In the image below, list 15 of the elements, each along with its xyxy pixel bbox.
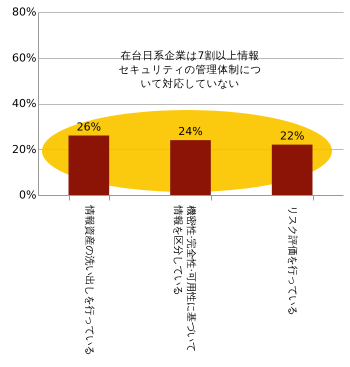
data-label: 22% <box>280 130 304 143</box>
y-tick-label: 20% <box>12 142 36 156</box>
bar <box>68 136 110 195</box>
y-tick-label: 40% <box>12 97 36 110</box>
data-label: 24% <box>178 125 203 138</box>
y-tick-label: 80% <box>12 6 36 18</box>
y-tick-label: 0% <box>19 188 36 202</box>
x-tick-label: 機密性·完全性·可用性に基づいて情報を区分している <box>172 204 197 352</box>
bar <box>170 140 211 195</box>
x-tick-label: 情報資産の洗い出しを行っている <box>83 204 96 356</box>
y-tick-label: 60% <box>12 51 36 64</box>
x-tick-label: リスク評価を行っている <box>286 206 299 316</box>
annotation: 在台日系企業は7割以上情報セキュリティの管理体制について対応していない <box>118 49 262 90</box>
data-label: 26% <box>76 120 102 134</box>
bar <box>272 144 312 195</box>
